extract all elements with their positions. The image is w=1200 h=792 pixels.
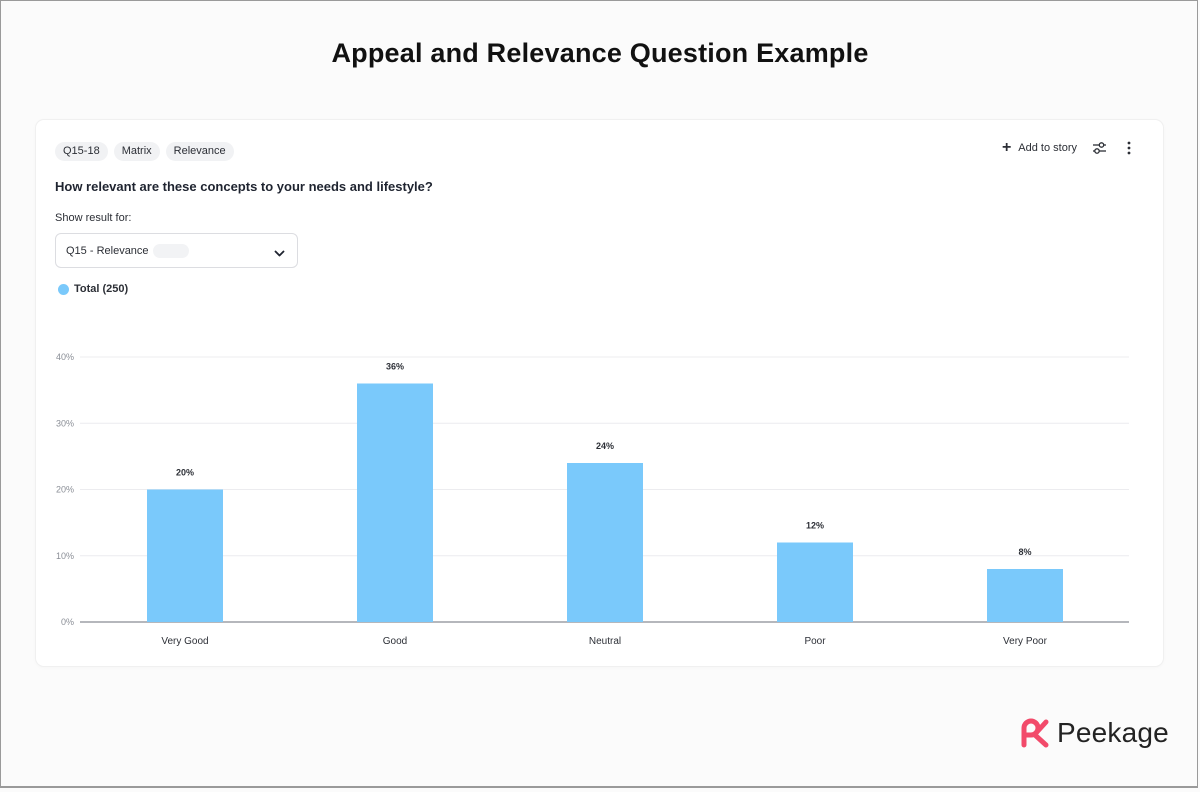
redacted-pill bbox=[152, 243, 189, 258]
y-tick-label: 40% bbox=[56, 352, 74, 362]
bar-value-label: 8% bbox=[1018, 547, 1031, 557]
x-tick-label: Good bbox=[383, 636, 407, 647]
question-card: Q15-18 Matrix Relevance + Add to story H… bbox=[36, 120, 1163, 666]
plus-icon: + bbox=[1001, 139, 1012, 156]
show-result-label: Show result for: bbox=[55, 212, 132, 224]
tag-question-type: Matrix bbox=[113, 142, 160, 161]
bar-value-label: 20% bbox=[176, 468, 194, 478]
add-to-story-label: Add to story bbox=[1018, 142, 1077, 154]
peekage-logo-mark bbox=[1021, 718, 1049, 748]
x-tick-label: Poor bbox=[804, 636, 826, 647]
bar[interactable] bbox=[567, 463, 643, 622]
add-to-story-button[interactable]: + Add to story bbox=[1002, 140, 1077, 156]
bar-value-label: 36% bbox=[386, 362, 404, 372]
tag-question-id: Q15-18 bbox=[55, 142, 108, 161]
y-tick-label: 0% bbox=[61, 617, 74, 627]
brand-name: Peekage bbox=[1057, 717, 1169, 748]
bar[interactable] bbox=[987, 569, 1063, 622]
chevron-down-icon bbox=[274, 245, 285, 263]
tag-list: Q15-18 Matrix Relevance bbox=[55, 142, 234, 161]
question-text: How relevant are these concepts to your … bbox=[55, 179, 433, 194]
x-tick-label: Very Good bbox=[161, 636, 208, 647]
card-actions: + Add to story bbox=[1002, 140, 1137, 156]
bar[interactable] bbox=[777, 542, 853, 623]
y-tick-label: 30% bbox=[56, 418, 74, 428]
bar-chart: 0% 10% 20% 30% 40% 20% Very Good 36% Good 24% Neut… bbox=[56, 352, 1129, 647]
tag-category: Relevance bbox=[165, 142, 234, 161]
sliders-icon[interactable] bbox=[1091, 140, 1107, 156]
result-select-value: Q15 - Relevance bbox=[66, 244, 149, 257]
peekage-logo: Peekage bbox=[1015, 717, 1169, 749]
chart-legend: Total (250) bbox=[58, 283, 128, 295]
bar-value-label: 12% bbox=[806, 521, 824, 531]
legend-swatch bbox=[58, 283, 69, 295]
x-tick-label: Neutral bbox=[589, 636, 621, 647]
kebab-icon[interactable] bbox=[1121, 140, 1137, 156]
bar[interactable] bbox=[147, 489, 223, 623]
bar-value-label: 24% bbox=[596, 441, 614, 451]
result-select[interactable]: Q15 - Relevance bbox=[55, 233, 298, 268]
legend-label: Total (250) bbox=[74, 283, 129, 295]
y-tick-label: 20% bbox=[56, 485, 74, 495]
x-tick-label: Very Poor bbox=[1003, 636, 1048, 647]
page-title: Appeal and Relevance Question Example bbox=[331, 38, 869, 68]
y-tick-label: 10% bbox=[56, 551, 74, 561]
bar[interactable] bbox=[357, 383, 433, 623]
